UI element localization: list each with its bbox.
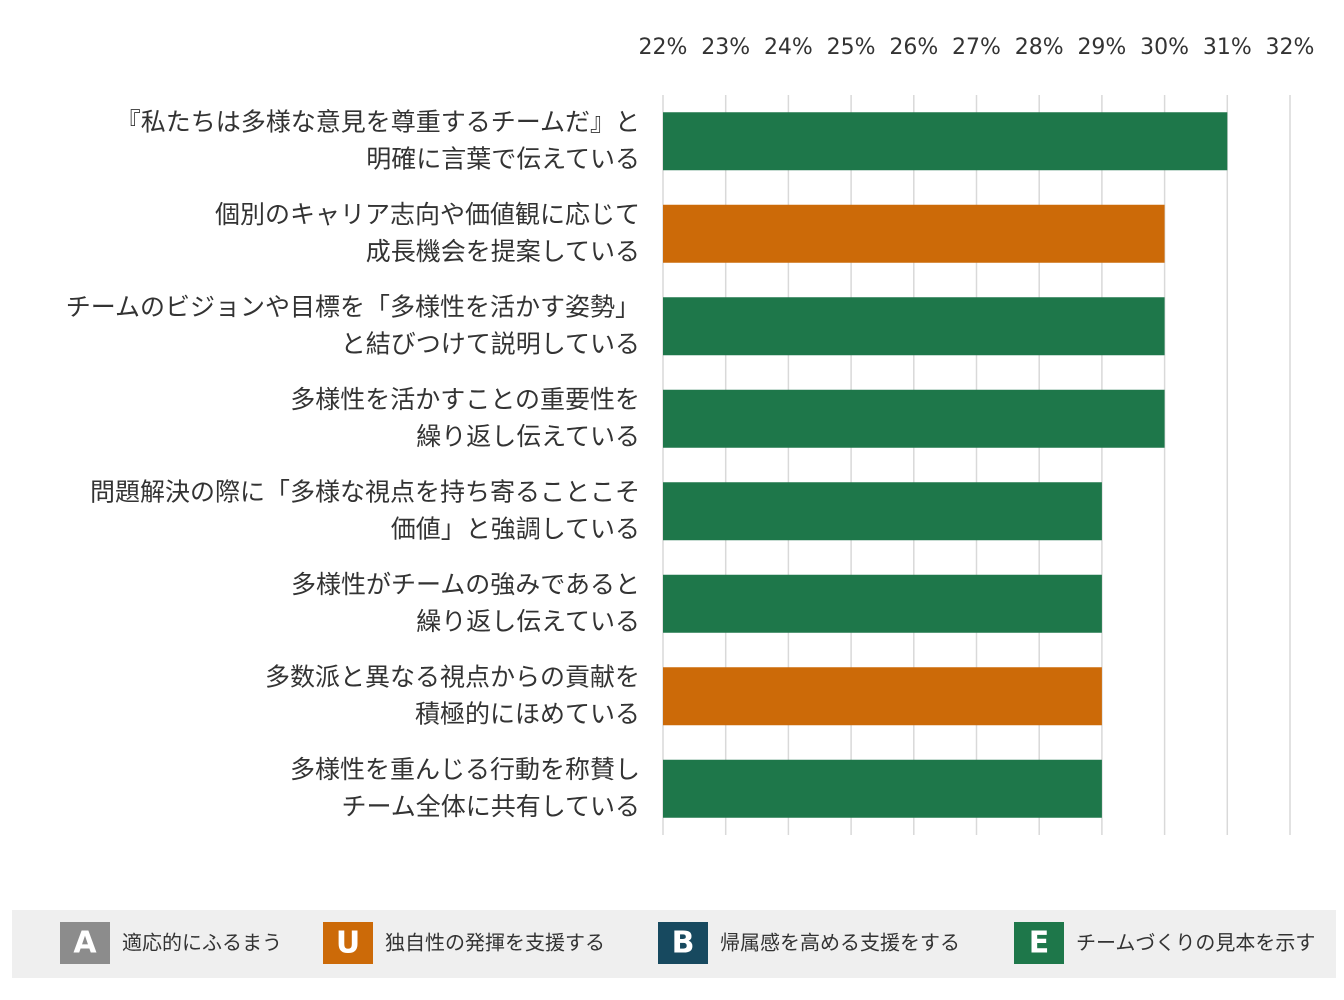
category-label: 価値」と強調している (391, 514, 640, 543)
category-label: 問題解決の際に「多様な視点を持ち寄ることこそ (90, 477, 640, 506)
category-label: 繰り返し伝えている (416, 607, 640, 636)
bar (663, 112, 1228, 171)
bar (663, 389, 1165, 448)
category-label: 成長機会を提案している (366, 237, 640, 266)
legend-swatch (658, 922, 708, 964)
legend-label: 帰属感を高める支援をする (720, 931, 960, 955)
x-tick-label: 32% (1266, 35, 1315, 60)
category-label: 多様性を活かすことの重要性を (290, 385, 640, 414)
bar (663, 667, 1102, 726)
category-label: 多様性がチームの強みであると (291, 570, 640, 599)
x-tick-label: 26% (889, 35, 938, 60)
category-label: 繰り返し伝えている (416, 422, 640, 451)
bar (663, 482, 1102, 541)
legend-letter: A (73, 926, 97, 961)
category-label: チームのビジョンや目標を「多様性を活かす姿勢」 (66, 292, 640, 321)
category-label: 『私たちは多様な意見を尊重するチームだ』と (116, 107, 640, 136)
x-tick-label: 22% (639, 35, 688, 60)
x-tick-label: 29% (1077, 35, 1126, 60)
category-label: チーム全体に共有している (341, 792, 640, 821)
category-label: 積極的にほめている (415, 699, 640, 728)
legend-label: 独自性の発揮を支援する (385, 931, 605, 955)
legend-label: 適応的にふるまう (122, 931, 282, 955)
category-label: 明確に言葉で伝えている (366, 144, 640, 173)
bar (663, 759, 1102, 818)
legend-swatch (323, 922, 373, 964)
x-tick-label: 30% (1140, 35, 1189, 60)
bar (663, 204, 1165, 263)
bar (663, 574, 1102, 633)
legend-swatch (60, 922, 110, 964)
x-tick-label: 25% (827, 35, 876, 60)
category-label: 個別のキャリア志向や価値観に応じて (215, 200, 640, 229)
category-label: 多様性を重んじる行動を称賛し (290, 755, 640, 784)
x-tick-label: 31% (1203, 35, 1252, 60)
x-tick-label: 24% (764, 35, 813, 60)
legend-letter: E (1029, 926, 1050, 961)
legend-label: チームづくりの見本を示す (1076, 931, 1315, 955)
category-label: 多数派と異なる視点からの貢献を (265, 662, 640, 691)
legend-swatch (1014, 922, 1064, 964)
x-tick-label: 27% (952, 35, 1001, 60)
x-tick-label: 28% (1015, 35, 1064, 60)
legend-letter: U (336, 926, 360, 961)
x-tick-label: 23% (701, 35, 750, 60)
legend-letter: B (672, 926, 695, 961)
bar (663, 297, 1165, 356)
category-label: と結びつけて説明している (341, 329, 640, 358)
